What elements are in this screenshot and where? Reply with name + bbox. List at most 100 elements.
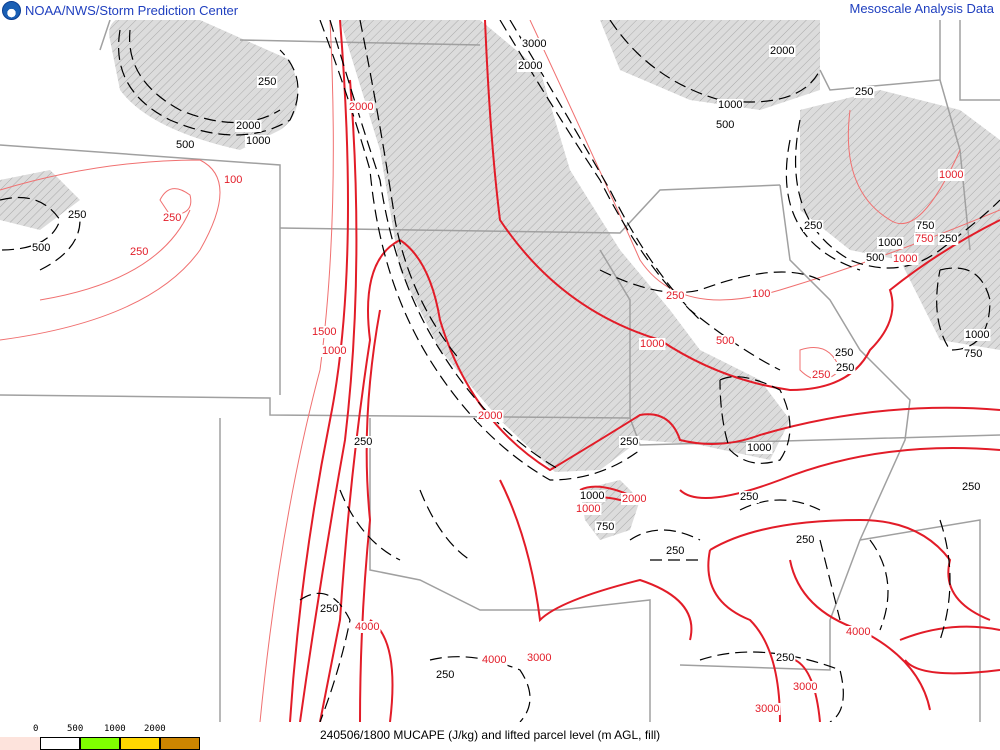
label-background — [223, 174, 244, 186]
label-background — [754, 703, 781, 715]
mucape-label: 2000 — [349, 101, 373, 113]
mucape-label: 250 — [666, 290, 684, 302]
label-background — [67, 209, 88, 221]
lpl-label: 3000 — [522, 38, 546, 50]
label-background — [892, 253, 919, 265]
lpl-label: 750 — [916, 220, 934, 232]
label-background — [639, 338, 666, 350]
lpl-label: 500 — [176, 139, 194, 151]
mucape-label: 100 — [752, 288, 770, 300]
label-background — [621, 493, 648, 505]
mucape-label: 3000 — [755, 703, 779, 715]
map-canvas: 2000 100 250 250 1500 1000 2000 250 100 1000 500 25… — [0, 20, 1000, 722]
noaa-logo-icon — [2, 0, 21, 20]
label-background — [751, 288, 772, 300]
label-background — [665, 290, 686, 302]
label-background — [739, 491, 760, 503]
legend-swatch-5 — [160, 737, 200, 750]
label-background — [865, 252, 886, 264]
lpl-label: 250 — [776, 652, 794, 664]
lpl-label: 1000 — [718, 99, 742, 111]
label-background — [717, 99, 744, 111]
label-background — [938, 169, 965, 181]
lpl-label: 2000 — [236, 120, 260, 132]
label-background — [319, 603, 340, 615]
lpl-label: 250 — [855, 86, 873, 98]
mucape-label: 250 — [812, 369, 830, 381]
label-background — [517, 60, 544, 72]
legend-label-2000: 2000 — [144, 724, 166, 734]
header-title: NOAA/NWS/Storm Prediction Center — [25, 2, 239, 18]
hatch-region-north — [600, 20, 820, 110]
legend-label-0: 0 — [33, 724, 39, 734]
lpl-label: 500 — [866, 252, 884, 264]
label-background — [834, 347, 855, 359]
label-background — [854, 86, 875, 98]
label-background — [715, 119, 736, 131]
lpl-label: 500 — [716, 119, 734, 131]
label-background — [526, 652, 553, 664]
lpl-label: 1000 — [965, 329, 989, 341]
hatched-lpl-regions — [0, 20, 1000, 540]
map-caption: 240506/1800 MUCAPE (J/kg) and lifted par… — [320, 728, 661, 742]
lpl-label: 250 — [436, 669, 454, 681]
lpl-labels: 3000 2000 2000 250 2000 1000 500 1000 500 250 500 2… — [31, 38, 991, 681]
label-background — [348, 101, 375, 113]
label-background — [595, 521, 616, 533]
mucape-label: 1000 — [939, 169, 963, 181]
mucape-label: 250 — [163, 212, 181, 224]
lpl-label: 500 — [32, 242, 50, 254]
label-background — [435, 669, 456, 681]
lpl-label: 2000 — [770, 45, 794, 57]
lpl-label: 250 — [836, 362, 854, 374]
label-background — [811, 369, 832, 381]
lpl-label: 1000 — [246, 135, 270, 147]
label-background — [795, 534, 816, 546]
legend-label-500: 500 — [67, 724, 84, 734]
label-background — [914, 233, 935, 245]
label-background — [775, 652, 796, 664]
lpl-label: 250 — [740, 491, 758, 503]
legend-label-1000: 1000 — [104, 724, 126, 734]
legend-swatch-4 — [120, 737, 160, 750]
mucape-label: 100 — [224, 174, 242, 186]
mucape-label: 4000 — [846, 626, 870, 638]
label-background — [129, 246, 150, 258]
hatch-region-west — [109, 20, 298, 150]
hatch-region-plains — [340, 20, 790, 472]
label-background — [746, 442, 773, 454]
legend-footer: 0 500 1000 2000 240506/1800 MUCAPE (J/kg… — [0, 722, 1000, 750]
lpl-label: 250 — [620, 436, 638, 448]
label-background — [963, 348, 984, 360]
label-background — [311, 326, 338, 338]
label-background — [961, 481, 982, 493]
label-background — [175, 139, 196, 151]
label-background — [915, 220, 936, 232]
label-background — [803, 220, 824, 232]
lpl-label: 750 — [964, 348, 982, 360]
label-background — [938, 233, 959, 245]
legend-swatch-2 — [40, 737, 80, 750]
state-borders — [0, 20, 1000, 722]
hatch-region-far-west — [0, 170, 80, 230]
lpl-label: 2000 — [518, 60, 542, 72]
header-left: NOAA/NWS/Storm Prediction Center — [2, 0, 238, 20]
label-background — [792, 681, 819, 693]
mucape-label: 4000 — [482, 654, 506, 666]
legend-swatch-1 — [0, 737, 40, 750]
label-background — [877, 237, 904, 249]
label-background — [715, 335, 736, 347]
mucape-label: 1000 — [640, 338, 664, 350]
label-background — [477, 410, 504, 422]
label-background — [521, 38, 548, 50]
mucape-label: 2000 — [478, 410, 502, 422]
lpl-label: 1000 — [878, 237, 902, 249]
mucape-label: 1000 — [322, 345, 346, 357]
lpl-label: 750 — [596, 521, 614, 533]
label-background — [845, 626, 872, 638]
lpl-label: 250 — [666, 545, 684, 557]
lpl-label: 250 — [320, 603, 338, 615]
label-background — [769, 45, 796, 57]
label-background — [579, 490, 606, 502]
